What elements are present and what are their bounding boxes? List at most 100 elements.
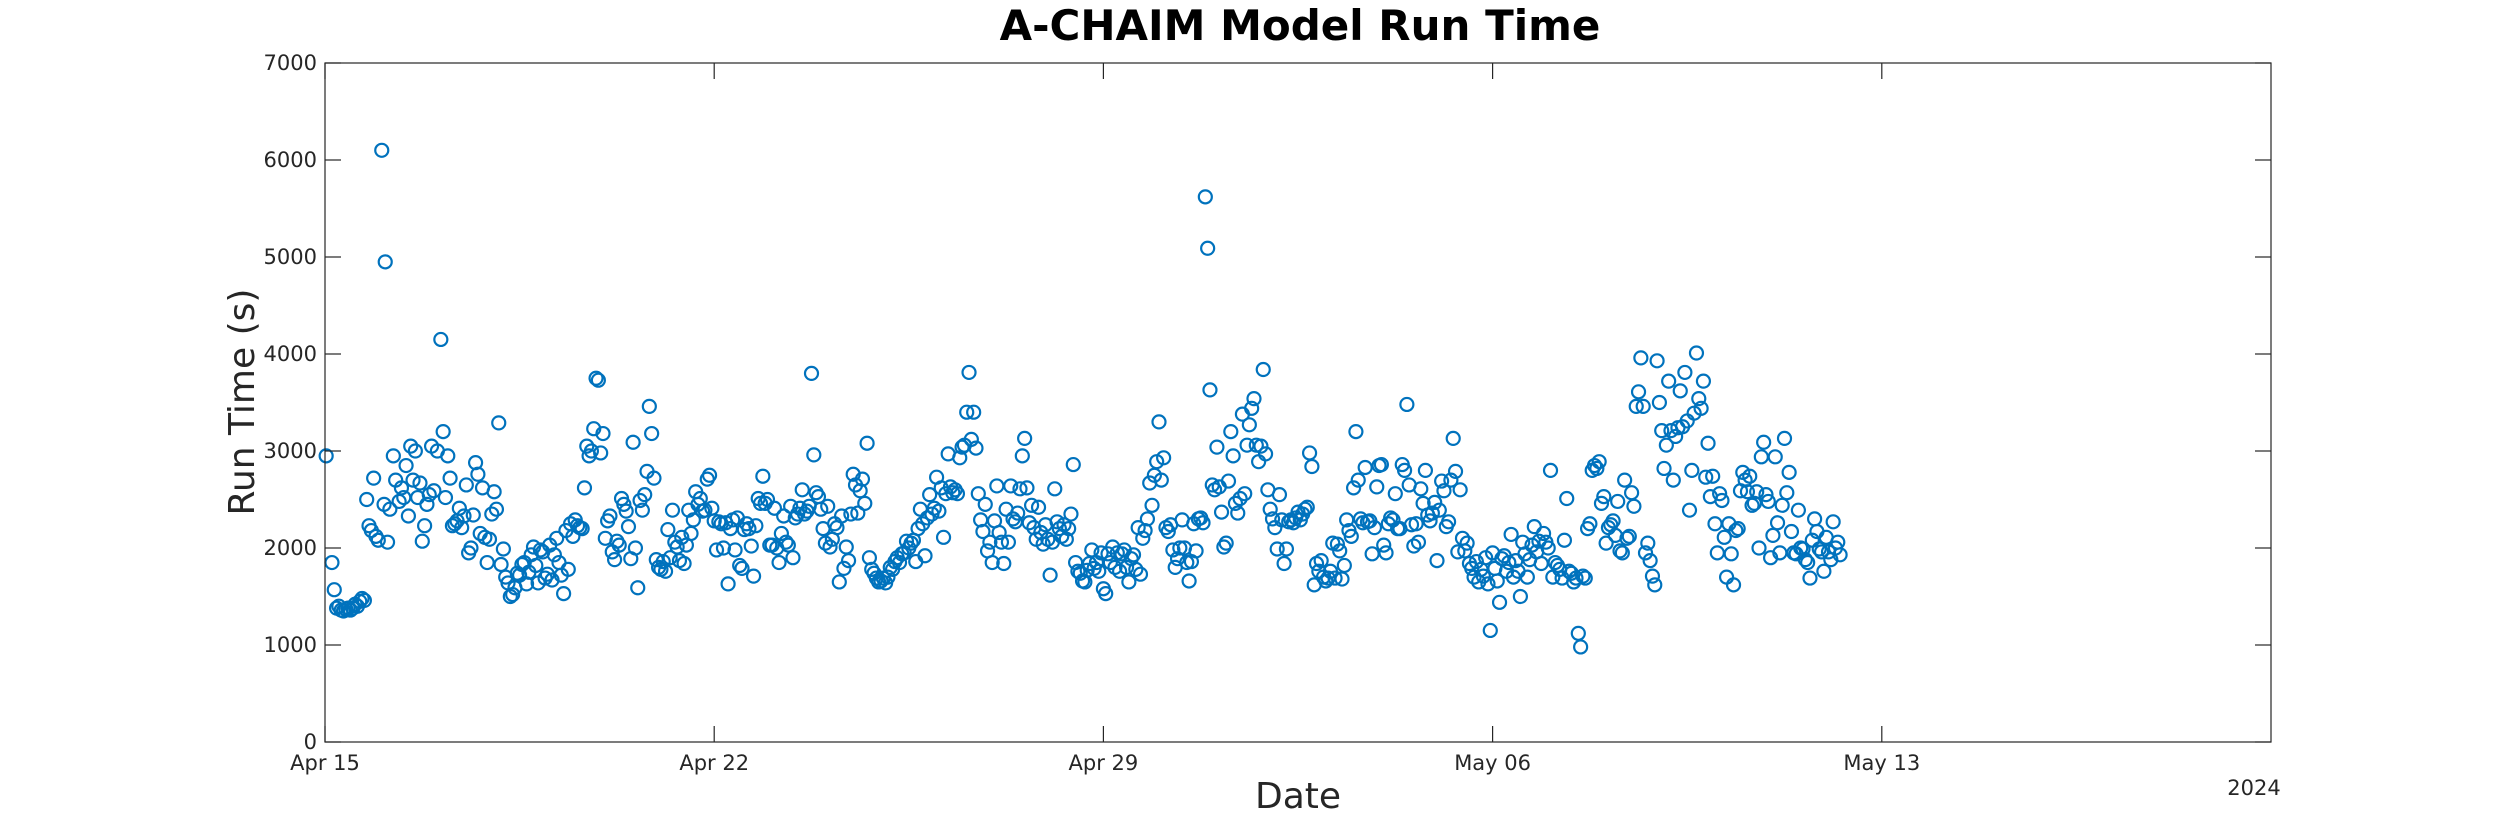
- data-point: [451, 500, 467, 516]
- data-point: [1781, 464, 1797, 480]
- data-point: [1135, 530, 1151, 546]
- data-point: [1668, 428, 1684, 445]
- data-point: [1246, 391, 1262, 407]
- data-point: [1661, 373, 1677, 389]
- data-point: [1705, 468, 1721, 484]
- data-point: [1612, 543, 1628, 559]
- data-point: [509, 565, 525, 581]
- y-axis-label: Run Time (s): [222, 289, 263, 516]
- data-point: [850, 505, 866, 521]
- data-point: [463, 540, 479, 556]
- data-point: [620, 519, 637, 535]
- data-point: [1739, 484, 1756, 500]
- data-point: [1327, 570, 1343, 586]
- data-point: [1813, 544, 1830, 560]
- data-point: [479, 554, 495, 571]
- data-point: [676, 555, 692, 572]
- data-point: [1014, 448, 1030, 464]
- data-point: [1559, 490, 1575, 507]
- data-point: [662, 550, 678, 566]
- data-point: [1436, 483, 1452, 499]
- data-point: [382, 501, 398, 517]
- data-point: [590, 372, 606, 388]
- data-point: [576, 480, 593, 496]
- data-point: [755, 468, 771, 484]
- data-point: [660, 521, 676, 538]
- data-point: [398, 457, 414, 474]
- data-point: [414, 533, 430, 549]
- y-tick-label: 2000: [264, 536, 317, 560]
- plot-area: [325, 63, 2271, 742]
- chart-title: A-CHAIM Model Run Time: [1000, 1, 1601, 50]
- data-point: [773, 525, 789, 542]
- data-point: [1633, 350, 1649, 366]
- data-point: [820, 498, 836, 514]
- data-point: [1712, 486, 1728, 502]
- data-point: [1447, 463, 1464, 479]
- y-tick-label: 5000: [264, 245, 317, 269]
- data-point: [843, 506, 859, 522]
- data-point: [1343, 528, 1359, 544]
- data-point: [1276, 555, 1292, 572]
- data-point: [771, 554, 787, 571]
- data-point: [366, 470, 382, 486]
- data-point: [1223, 424, 1239, 440]
- x-tick-label: Apr 15: [290, 751, 360, 775]
- data-point: [1202, 382, 1218, 398]
- data-point: [1427, 494, 1443, 511]
- data-point: [1626, 498, 1642, 514]
- data-point: [1160, 523, 1176, 540]
- data-point: [627, 540, 644, 556]
- data-point: [1262, 501, 1278, 517]
- data-point: [1651, 394, 1668, 411]
- data-point: [840, 553, 857, 569]
- data-point: [1047, 481, 1063, 497]
- data-point: [880, 569, 896, 585]
- data-point: [1299, 499, 1315, 515]
- data-point: [1614, 545, 1630, 561]
- data-point: [1489, 573, 1505, 589]
- data-point: [993, 534, 1010, 550]
- data-point: [991, 524, 1007, 541]
- data-point: [1169, 551, 1186, 567]
- data-point: [1586, 457, 1603, 474]
- data-point: [579, 438, 595, 454]
- data-point: [1072, 565, 1088, 581]
- data-point: [407, 443, 423, 459]
- data-point: [1417, 462, 1434, 478]
- data-point: [1125, 547, 1142, 563]
- data-point: [1271, 487, 1288, 503]
- x-year-label: 2024: [2227, 776, 2280, 800]
- data-point: [641, 398, 657, 414]
- data-point: [444, 518, 461, 534]
- data-point: [1156, 450, 1172, 466]
- data-point: [1051, 520, 1067, 537]
- data-point: [711, 514, 727, 530]
- data-point: [1767, 449, 1783, 465]
- data-point: [1725, 577, 1742, 593]
- data-point: [1313, 553, 1329, 569]
- data-point: [528, 557, 544, 574]
- data-point: [1610, 493, 1626, 510]
- data-point: [1304, 458, 1320, 475]
- data-point: [440, 448, 456, 464]
- data-point: [859, 435, 875, 451]
- data-point: [1742, 468, 1758, 484]
- data-point: [356, 592, 372, 608]
- x-tick-label: Apr 22: [679, 751, 749, 775]
- data-point: [1619, 530, 1635, 546]
- data-point: [1443, 472, 1459, 488]
- data-point: [963, 431, 979, 447]
- data-point: [785, 550, 801, 566]
- data-point: [1716, 529, 1732, 545]
- data-point: [1630, 384, 1647, 400]
- data-point: [664, 502, 681, 518]
- data-point: [1232, 490, 1248, 507]
- data-point: [1012, 481, 1028, 497]
- x-tick-label: Apr 29: [1069, 751, 1139, 775]
- data-point: [1003, 478, 1019, 494]
- data-point: [1688, 345, 1705, 361]
- data-point: [1816, 563, 1832, 579]
